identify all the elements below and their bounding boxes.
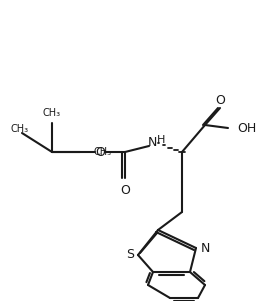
Text: OH: OH — [237, 122, 256, 135]
Text: CH₃: CH₃ — [43, 108, 61, 118]
Text: N: N — [200, 241, 210, 255]
Text: H: H — [157, 135, 165, 145]
Text: O: O — [120, 184, 130, 197]
Text: CH₃: CH₃ — [11, 124, 29, 134]
Text: N: N — [147, 136, 157, 150]
Text: CH₃: CH₃ — [94, 147, 112, 157]
Text: O: O — [95, 145, 105, 159]
Text: O: O — [215, 95, 225, 107]
Text: S: S — [126, 249, 134, 262]
